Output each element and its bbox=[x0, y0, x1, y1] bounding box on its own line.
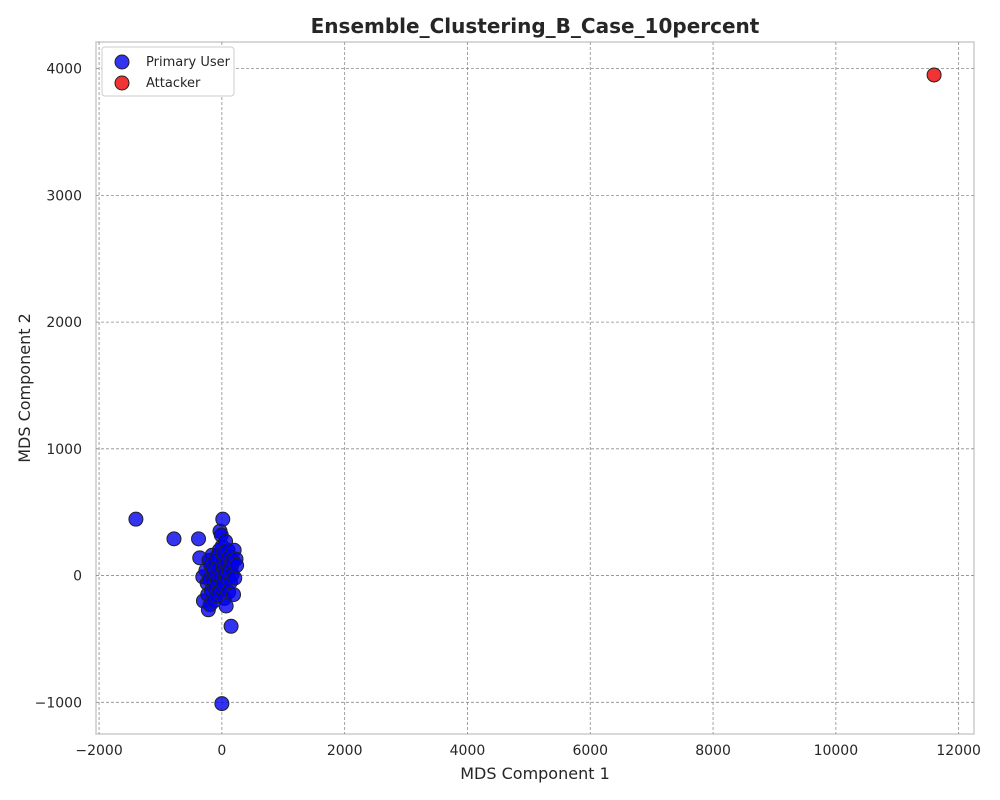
data-point-primary-user bbox=[214, 696, 230, 712]
data-point-primary-user bbox=[166, 531, 182, 547]
y-tick-label: 1000 bbox=[46, 442, 82, 458]
data-points bbox=[128, 67, 942, 712]
grid bbox=[96, 42, 974, 734]
x-tick-label: 2000 bbox=[327, 743, 363, 759]
chart-title: Ensemble_Clustering_B_Case_10percent bbox=[311, 14, 760, 38]
data-point-primary-user bbox=[128, 511, 144, 527]
x-tick-label: 8000 bbox=[695, 743, 731, 759]
data-point-primary-user bbox=[215, 511, 231, 527]
data-point-primary-user bbox=[226, 587, 242, 603]
y-tick-label: −1000 bbox=[35, 695, 82, 711]
legend-label-attacker: Attacker bbox=[146, 76, 201, 91]
x-tick-label: −2000 bbox=[75, 743, 122, 759]
legend-marker-attacker bbox=[114, 75, 130, 91]
legend-box bbox=[101, 46, 235, 97]
x-tick-label: 0 bbox=[217, 743, 226, 759]
legend: Primary User Attacker bbox=[101, 46, 235, 97]
data-point-primary-user bbox=[227, 570, 243, 586]
legend-label-primary-user: Primary User bbox=[146, 55, 231, 70]
y-axis-ticks: −1000 0 1000 2000 3000 4000 bbox=[35, 62, 82, 712]
y-tick-label: 0 bbox=[73, 569, 82, 585]
x-axis-ticks: −2000 0 2000 4000 6000 8000 10000 12000 bbox=[75, 743, 981, 759]
data-point-primary-user bbox=[223, 618, 239, 634]
data-point-attacker bbox=[926, 67, 942, 83]
x-tick-label: 6000 bbox=[572, 743, 608, 759]
legend-marker-primary-user bbox=[114, 54, 130, 70]
y-axis-label: MDS Component 2 bbox=[15, 313, 34, 463]
y-tick-label: 2000 bbox=[46, 315, 82, 331]
data-point-primary-user bbox=[229, 557, 245, 573]
x-tick-label: 4000 bbox=[450, 743, 486, 759]
x-tick-label: 12000 bbox=[936, 743, 981, 759]
x-tick-label: 10000 bbox=[814, 743, 859, 759]
y-tick-label: 4000 bbox=[46, 62, 82, 78]
y-tick-label: 3000 bbox=[46, 188, 82, 204]
data-point-primary-user bbox=[191, 531, 207, 547]
x-axis-label: MDS Component 1 bbox=[460, 764, 610, 783]
plot-area bbox=[95, 41, 975, 735]
